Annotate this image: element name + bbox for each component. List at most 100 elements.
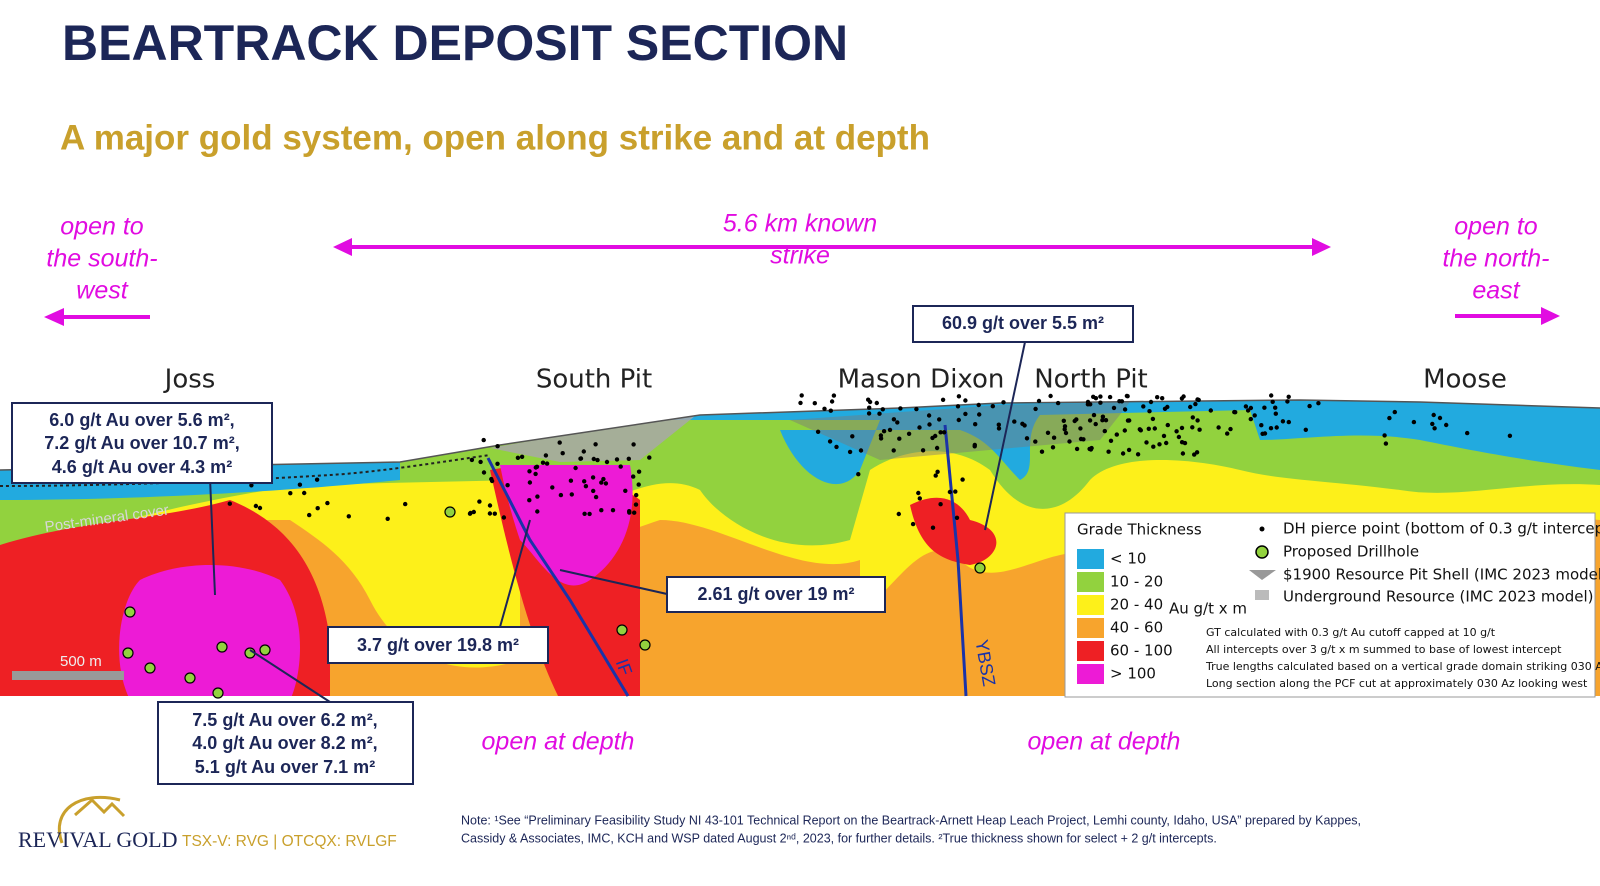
drill-point xyxy=(583,484,589,489)
drill-point xyxy=(618,464,623,469)
drill-point xyxy=(302,490,307,496)
drill-point xyxy=(1432,426,1437,431)
arrow-head xyxy=(333,238,352,256)
drill-point xyxy=(1135,452,1141,457)
legend-bin: < 10 xyxy=(1110,550,1146,568)
legend-note: Long section along the PCF cut at approx… xyxy=(1206,677,1588,690)
grade-over-100 xyxy=(119,565,300,696)
drill-point xyxy=(560,451,565,456)
drill-point xyxy=(1192,452,1197,457)
drill-point xyxy=(917,496,922,501)
drill-point xyxy=(972,442,977,448)
drill-point xyxy=(543,453,549,458)
drill-point xyxy=(253,503,259,509)
drill-point xyxy=(1150,416,1156,422)
drill-point xyxy=(940,397,946,402)
drill-point xyxy=(1098,394,1103,399)
drill-point xyxy=(477,499,482,504)
drill-point xyxy=(906,431,912,436)
surface-line xyxy=(0,399,1600,471)
drill-point xyxy=(1093,396,1099,401)
symbol-dot xyxy=(1259,526,1265,532)
drill-point xyxy=(469,457,475,463)
drill-point xyxy=(917,425,922,430)
drill-point xyxy=(527,498,532,503)
drill-point xyxy=(1144,440,1149,445)
drill-point xyxy=(1062,427,1067,432)
drill-point xyxy=(956,417,961,423)
arrow-head xyxy=(1541,307,1560,325)
drill-point xyxy=(1061,418,1067,423)
drill-point xyxy=(1269,393,1274,398)
drill-point xyxy=(881,429,887,434)
legend-symbol: DH pierce point (bottom of 0.3 g/t inter… xyxy=(1283,520,1600,538)
drill-point xyxy=(867,405,872,410)
fault-ybsz xyxy=(943,424,968,697)
drill-point xyxy=(996,426,1002,431)
callout-box xyxy=(912,305,1134,343)
drill-point xyxy=(1074,417,1079,422)
ticker: TSX-V: RVG | OTCQX: RVLGF xyxy=(182,833,397,850)
legend-title: Grade Thickness xyxy=(1077,521,1202,539)
drill-point xyxy=(591,488,596,494)
symbol-drillhole xyxy=(1255,545,1269,559)
drill-point xyxy=(973,422,978,427)
drill-point xyxy=(591,456,596,462)
swatch xyxy=(1077,618,1104,638)
drill-point xyxy=(880,407,885,412)
drill-point xyxy=(610,508,616,513)
drill-point xyxy=(1268,426,1274,431)
drill-point xyxy=(1383,441,1389,446)
drill-point xyxy=(910,521,916,527)
drill-point xyxy=(953,489,958,494)
drill-point xyxy=(1196,397,1201,403)
drill-point xyxy=(544,461,550,466)
drill-point xyxy=(930,435,935,441)
drill-point xyxy=(535,509,540,514)
drill-point xyxy=(501,515,507,520)
drill-point xyxy=(1259,423,1264,428)
drill-point xyxy=(1100,418,1105,423)
drill-point xyxy=(1024,436,1030,441)
drill-point xyxy=(578,456,584,461)
drill-point xyxy=(926,413,932,418)
drill-point xyxy=(1093,421,1098,427)
drill-point xyxy=(916,490,921,496)
drill-point xyxy=(1190,425,1195,430)
proposed-drillhole xyxy=(639,639,651,651)
callout-box xyxy=(327,626,549,664)
annotation: the south- xyxy=(46,245,157,273)
drill-point xyxy=(914,406,919,412)
drill-point xyxy=(1162,406,1168,411)
drill-point xyxy=(1048,393,1053,399)
drill-point xyxy=(1208,408,1214,413)
drill-point xyxy=(1033,406,1038,412)
drill-point xyxy=(856,472,861,477)
drill-point xyxy=(527,469,532,474)
drill-point xyxy=(858,448,864,453)
subtitle: A major gold system, open along strike a… xyxy=(60,118,930,157)
scale-label: 500 m xyxy=(60,653,102,670)
drill-point xyxy=(896,511,901,517)
drill-point xyxy=(1100,414,1106,419)
leader-line xyxy=(984,341,1026,531)
callout-text: 4.0 g/t Au over 8.2 m², xyxy=(192,733,377,753)
drill-point xyxy=(623,488,628,493)
scale-bar xyxy=(12,671,124,680)
drill-point xyxy=(1444,422,1449,428)
drill-point xyxy=(227,501,232,506)
drill-point xyxy=(831,393,837,398)
drill-point xyxy=(976,402,981,408)
drill-point xyxy=(1141,404,1146,409)
proposed-drillhole xyxy=(974,562,986,574)
drill-point xyxy=(1063,430,1069,436)
drill-point xyxy=(481,470,487,475)
drill-point xyxy=(1078,436,1084,442)
drill-point xyxy=(1114,432,1120,437)
drill-point xyxy=(887,427,893,433)
arrow-head xyxy=(1312,238,1331,256)
drill-point xyxy=(829,399,835,404)
proposed-drillhole xyxy=(184,672,196,684)
drill-point xyxy=(249,483,254,488)
drill-point xyxy=(582,479,587,484)
